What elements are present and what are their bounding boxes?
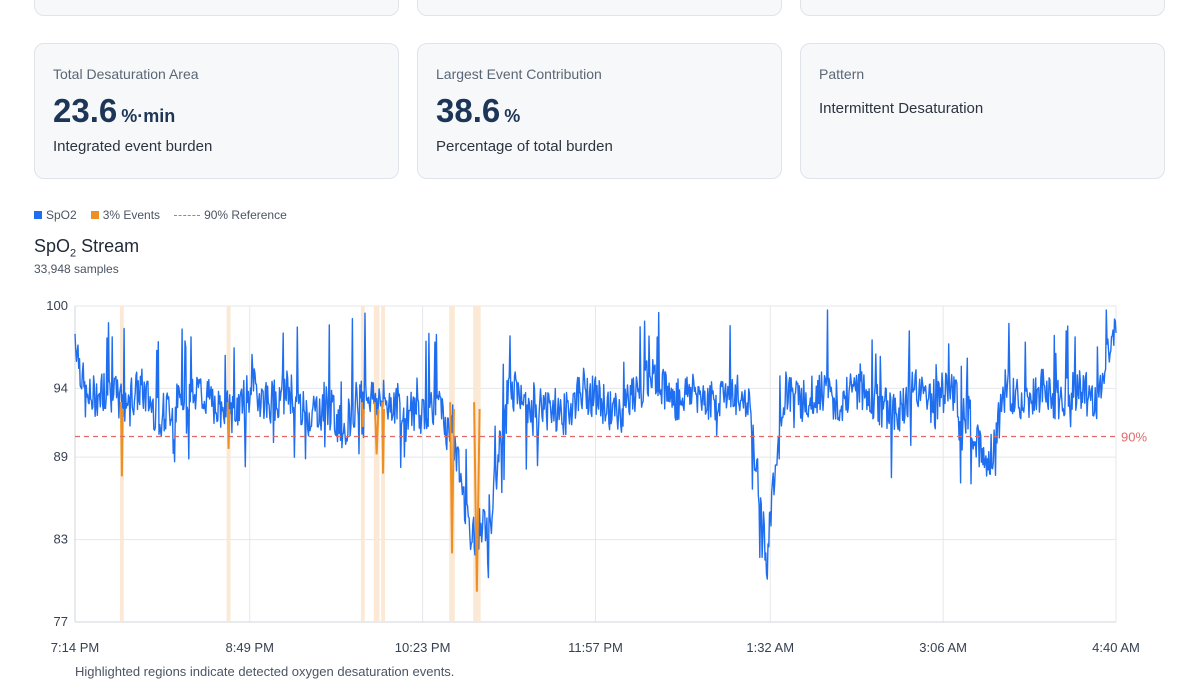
event-dip [381,402,385,474]
y-tick-label: 100 [46,298,68,313]
event-band [360,306,365,622]
legend-label: 3% Events [102,208,161,222]
spo2-swatch [34,211,42,219]
spo2-chart: 100 94 89 83 77 7:14 PM 8:49 PM 10:23 PM 11:57 P… [46,298,1147,655]
y-tick-label: 77 [54,614,68,629]
card-unit: % [504,106,521,126]
reference-label: 90% [1121,430,1147,445]
total-desaturation-card: Total Desaturation Area 23.6 %·min Integr… [34,43,399,179]
summary-card-top-3 [800,0,1165,16]
chart-title-subscript: 2 [70,247,77,260]
legend-item-reference[interactable]: 90% Reference [174,208,287,222]
chart-title-main: SpO [34,236,71,256]
x-tick-label: 1:32 AM [746,640,794,655]
summary-card-top-2 [417,0,782,16]
chart-title: SpO2 Stream [34,236,139,260]
x-tick-label: 11:57 PM [568,640,623,655]
summary-card-top-1 [34,0,399,16]
reference-swatch [174,214,201,216]
card-subtitle: Percentage of total burden [436,138,613,155]
largest-event-card: Largest Event Contribution 38.6% Percent… [417,43,782,179]
card-value: 38.6 [436,92,501,129]
x-tick-label: 7:14 PM [51,640,99,655]
legend-item-events[interactable]: 3% Events [90,208,161,222]
chart-title-rest: Stream [76,236,140,256]
x-tick-label: 8:49 PM [226,640,274,655]
event-dip [449,402,455,554]
events-swatch [90,211,99,219]
legend-item-spo2[interactable]: SpO2 [34,208,77,222]
chart-note: Highlighted regions indicate detected ox… [75,664,455,679]
event-dip [119,402,124,477]
x-tick-label: 3:06 AM [919,640,967,655]
sample-count: 33,948 samples [34,262,119,276]
event-band [373,306,380,622]
card-label: Pattern [819,66,865,82]
y-tick-label: 83 [54,532,68,547]
x-tick-label: 4:40 AM [1092,640,1140,655]
event-dip [473,402,481,592]
legend-label: SpO2 [46,208,77,222]
event-band [226,306,231,622]
chart-legend: SpO2 3% Events 90% Reference [34,208,287,222]
card-label: Total Desaturation Area [53,66,199,82]
card-label: Largest Event Contribution [436,66,602,82]
y-tick-label: 89 [54,449,68,464]
y-tick-label: 94 [54,380,68,395]
card-unit: %·min [121,106,176,126]
spo2-line [74,309,1117,580]
pattern-value: Intermittent Desaturation [819,100,984,117]
event-band [473,306,481,622]
card-value: 23.6 [53,92,118,129]
event-band [449,306,455,622]
event-dip [226,402,231,449]
event-dip [373,402,380,455]
x-tick-label: 10:23 PM [395,640,451,655]
pattern-card: Pattern Intermittent Desaturation [800,43,1165,179]
event-dip [360,402,365,427]
legend-label: 90% Reference [204,208,287,222]
card-subtitle: Integrated event burden [53,138,213,155]
